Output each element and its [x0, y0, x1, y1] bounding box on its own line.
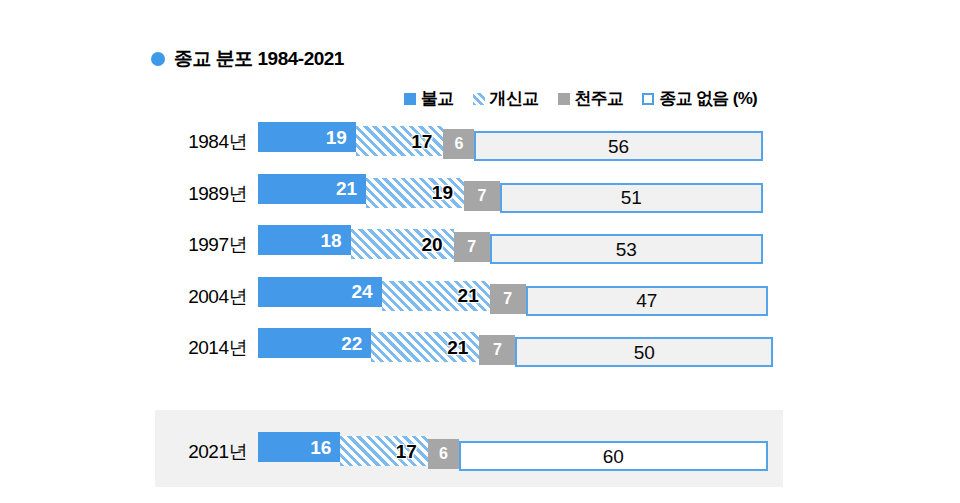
legend-label: 천주교 — [575, 87, 624, 110]
year-label: 1984년 — [140, 127, 247, 157]
segment-value: 53 — [616, 240, 637, 259]
segment-catholicism: 7 — [479, 335, 515, 365]
segment-protestantism: 19 — [366, 178, 464, 208]
chart-row-1997: 1997년 18 20 7 53 — [0, 225, 960, 267]
segment-value: 21 — [336, 179, 357, 198]
legend-item-buddhism: 불교 — [404, 87, 454, 110]
segment-no-religion: 56 — [474, 131, 762, 161]
segment-value: 17 — [411, 132, 432, 151]
chart-row-1984: 1984년 19 17 6 56 — [0, 122, 960, 164]
segment-value: 19 — [432, 183, 453, 202]
year-label: 1989년 — [140, 179, 247, 209]
legend-item-protestantism: 개신교 — [473, 87, 539, 110]
year-label: 2014년 — [140, 333, 247, 363]
chart-row-2004: 2004년 24 21 7 47 — [0, 277, 960, 319]
segment-value: 21 — [458, 286, 479, 305]
segment-value: 7 — [478, 188, 487, 204]
segment-catholicism: 7 — [490, 284, 526, 314]
segment-buddhism: 24 — [258, 277, 382, 307]
segment-value: 19 — [326, 128, 347, 147]
segment-value: 50 — [634, 343, 655, 362]
stacked-bar: 19 17 6 56 — [258, 122, 763, 161]
segment-catholicism: 6 — [443, 129, 474, 159]
segment-value: 60 — [603, 447, 624, 466]
segment-value: 56 — [608, 137, 629, 156]
segment-no-religion: 50 — [515, 337, 773, 367]
segment-catholicism: 6 — [428, 439, 459, 469]
segment-value: 47 — [636, 291, 657, 310]
stacked-bar: 24 21 7 47 — [258, 277, 768, 316]
segment-buddhism: 16 — [258, 432, 340, 462]
legend: 불교 개신교 천주교 종교 없음 (%) — [404, 87, 757, 110]
segment-value: 6 — [454, 136, 463, 152]
segment-buddhism: 18 — [258, 225, 351, 255]
legend-swatch-solid-icon — [404, 93, 416, 105]
segment-value: 6 — [439, 446, 448, 462]
title-bullet-icon — [151, 52, 165, 66]
segment-value: 17 — [396, 442, 417, 461]
year-label: 2021년 — [140, 437, 247, 467]
segment-no-religion: 51 — [500, 183, 763, 213]
segment-no-religion: 47 — [526, 286, 768, 316]
chart-title-text: 종교 분포 1984-2021 — [174, 46, 344, 72]
legend-swatch-stripe-icon — [473, 93, 485, 105]
segment-value: 16 — [310, 438, 331, 457]
segment-no-religion: 60 — [459, 441, 768, 471]
legend-swatch-gray-icon — [558, 93, 570, 105]
segment-value: 7 — [503, 291, 512, 307]
chart-title: 종교 분포 1984-2021 — [151, 46, 344, 72]
chart-row-2021: 2021년 16 17 6 60 — [0, 432, 960, 474]
stacked-bar: 18 20 7 53 — [258, 225, 763, 264]
segment-buddhism: 21 — [258, 174, 366, 204]
segment-buddhism: 19 — [258, 122, 356, 152]
chart-row-2014: 2014년 22 21 7 50 — [0, 328, 960, 370]
stacked-bar: 22 21 7 50 — [258, 328, 773, 367]
segment-catholicism: 7 — [454, 232, 490, 262]
segment-buddhism: 22 — [258, 328, 371, 358]
legend-item-no-religion: 종교 없음 (%) — [642, 87, 757, 110]
segment-protestantism: 21 — [371, 332, 479, 362]
segment-protestantism: 21 — [382, 281, 490, 311]
year-label: 1997년 — [140, 230, 247, 260]
legend-item-catholicism: 천주교 — [558, 87, 624, 110]
segment-value: 20 — [422, 235, 443, 254]
legend-label: 불교 — [421, 87, 454, 110]
legend-label: 개신교 — [490, 87, 539, 110]
segment-protestantism: 17 — [356, 126, 444, 156]
segment-value: 7 — [467, 239, 476, 255]
stacked-bar: 21 19 7 51 — [258, 174, 763, 213]
segment-protestantism: 20 — [351, 229, 454, 259]
chart-row-1989: 1989년 21 19 7 51 — [0, 174, 960, 216]
legend-label: 종교 없음 (%) — [659, 87, 757, 110]
segment-value: 51 — [621, 188, 642, 207]
segment-value: 21 — [447, 338, 468, 357]
segment-protestantism: 17 — [340, 436, 428, 466]
segment-no-religion: 53 — [490, 234, 763, 264]
year-label: 2004년 — [140, 282, 247, 312]
segment-value: 7 — [493, 342, 502, 358]
segment-value: 24 — [351, 282, 372, 301]
stacked-bar: 16 17 6 60 — [258, 432, 768, 471]
legend-swatch-outline-icon — [642, 93, 654, 105]
segment-value: 18 — [321, 231, 342, 250]
segment-value: 22 — [341, 334, 362, 353]
segment-catholicism: 7 — [464, 181, 500, 211]
